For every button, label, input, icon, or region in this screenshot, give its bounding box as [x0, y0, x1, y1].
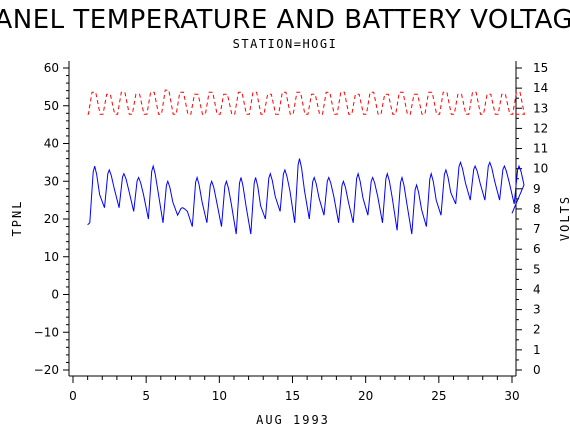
left-y-axis: −20 −10 0 10 20 30 40 50 60 [34, 61, 69, 377]
series-line-volts [87, 89, 526, 115]
right-y-tick-label: 5 [533, 262, 541, 276]
right-y-tick-label: 2 [533, 323, 541, 337]
left-y-tick-label: 30 [44, 174, 59, 188]
right-y-axis-label: VOLTS [558, 195, 570, 241]
right-y-tick-label: 14 [533, 81, 548, 95]
x-tick-label: 0 [69, 389, 77, 403]
left-y-tick-label: −10 [34, 325, 59, 339]
x-axis-label: AUG 1993 [256, 413, 330, 427]
right-y-tick-label: 13 [533, 101, 548, 115]
right-y-tick-label: 9 [533, 182, 541, 196]
right-y-tick-label: 15 [533, 61, 548, 75]
left-y-tick-label: 20 [44, 212, 59, 226]
right-y-tick-label: 7 [533, 222, 541, 236]
left-y-tick-label: 40 [44, 137, 59, 151]
right-y-tick-label: 4 [533, 282, 541, 296]
left-y-tick-label: 10 [44, 250, 59, 264]
x-tick-label: 15 [285, 389, 300, 403]
right-y-tick-label: 1 [533, 343, 541, 357]
x-tick-label: 30 [504, 389, 519, 403]
chart-subtitle: STATION=HOGI [233, 37, 338, 51]
left-y-tick-label: 50 [44, 99, 59, 113]
series-layer [87, 89, 526, 235]
chart-title: PANEL TEMPERATURE AND BATTERY VOLTAGE [0, 5, 570, 35]
right-y-tick-label: 12 [533, 121, 548, 135]
plot-frame [68, 61, 517, 377]
right-y-tick-label: 10 [533, 162, 548, 176]
series-line-tpnl [87, 158, 525, 235]
left-y-axis-label: TPNL [10, 200, 24, 237]
x-tick-label: 10 [212, 389, 227, 403]
x-axis: 0 5 10 15 20 25 30 [69, 376, 520, 403]
x-tick-label: 5 [142, 389, 150, 403]
x-tick-label: 20 [358, 389, 373, 403]
left-y-tick-label: 60 [44, 61, 59, 75]
x-tick-label: 25 [431, 389, 446, 403]
left-y-tick-label: −20 [34, 363, 59, 377]
right-y-tick-label: 6 [533, 242, 541, 256]
right-y-tick-label: 3 [533, 303, 541, 317]
right-y-tick-label: 8 [533, 202, 541, 216]
right-y-tick-label: 0 [533, 363, 541, 377]
right-y-tick-label: 11 [533, 142, 548, 156]
left-y-tick-label: 0 [51, 288, 59, 302]
